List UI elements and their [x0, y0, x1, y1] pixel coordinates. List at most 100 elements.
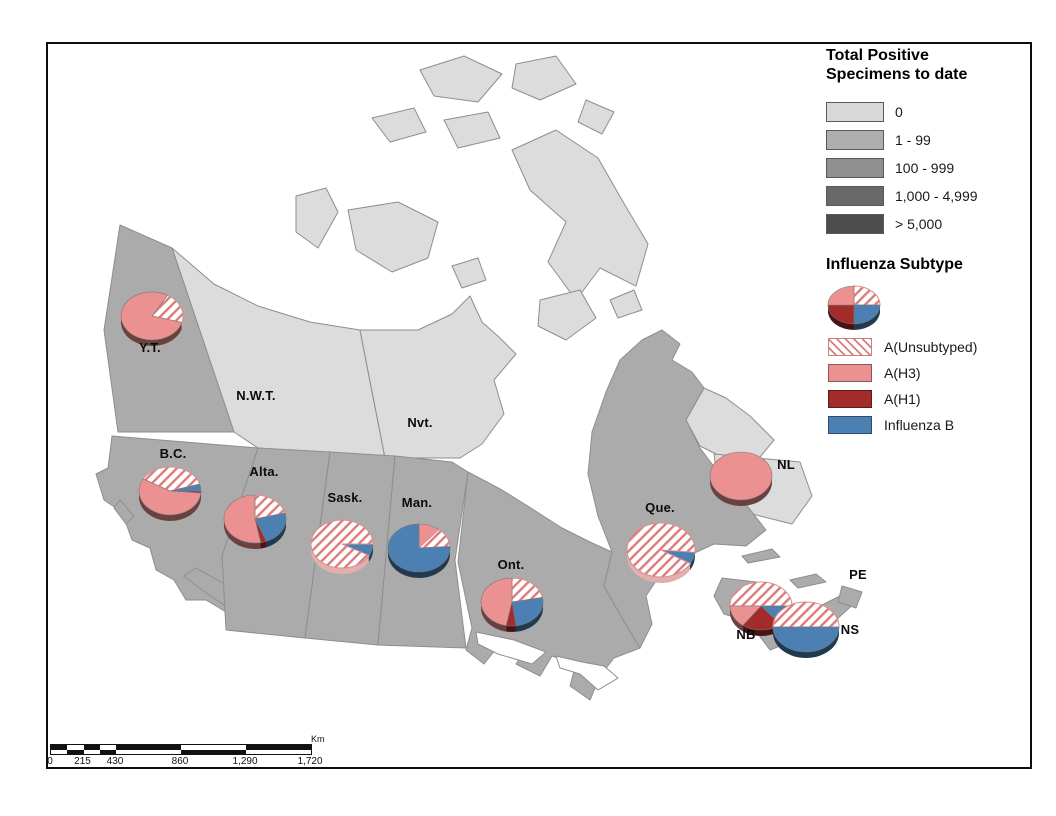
- pie-sask: [310, 519, 374, 575]
- legend-subtype-swatch-unsubtyped: [828, 338, 872, 356]
- pie-bc: [138, 466, 202, 521]
- legend-subtype-row: A(Unsubtyped): [828, 334, 977, 360]
- island-victoria: [347, 201, 439, 273]
- legend-subtype-label: A(H1): [884, 391, 921, 407]
- pie-que: [626, 522, 696, 584]
- island-hudson-strait: [609, 289, 643, 319]
- legend-subtype-row: A(H3): [828, 360, 977, 386]
- legend-class-row: 1,000 - 4,999: [826, 182, 1026, 210]
- legend-sample-pie-slice-unsubtyped: [853, 285, 881, 306]
- scale-bar-segment: [116, 745, 181, 750]
- island-melville: [371, 107, 427, 143]
- pie-yt-slice-h3: [120, 291, 183, 341]
- scale-bar-tick: 430: [106, 756, 124, 767]
- island-anticosti: [741, 548, 781, 564]
- pie-ns-slice-b: [772, 626, 840, 653]
- island-baffin: [511, 129, 649, 301]
- legend-subtype-row: Influenza B: [828, 412, 977, 438]
- scale-bar-tick: 1,290: [232, 756, 258, 767]
- lake-superior: [475, 631, 547, 665]
- scale-bar-segment: [51, 749, 68, 754]
- scale-bar-segment: [83, 749, 100, 754]
- pie-alta-slice-b: [254, 512, 287, 542]
- scale-bar-segment: [246, 745, 311, 750]
- island-haida-gwaii: [113, 499, 135, 525]
- legend-class-label: > 5,000: [895, 216, 943, 232]
- pie-nb-slice-unsubtyped: [729, 581, 793, 607]
- island-axel: [511, 55, 577, 101]
- pie-alta-slice-unsubtyped: [254, 494, 286, 520]
- legend-title-line1: Total Positive: [826, 47, 929, 64]
- legend-class-rows: 0 1 - 99 100 - 999 1,000 - 4,999 > 5,000: [826, 98, 1026, 238]
- island-banks: [295, 187, 339, 249]
- legend-class-swatch-2: [826, 158, 884, 178]
- legend-class-label: 1,000 - 4,999: [895, 188, 978, 204]
- pie-nl-slice-h3: [709, 451, 773, 501]
- legend-sample-pie-slice-h1: [827, 304, 855, 325]
- legend-subtype-swatch-b: [828, 416, 872, 434]
- legend-sample-pie-slice-b: [853, 304, 881, 325]
- lake-huron-erie: [555, 655, 619, 691]
- legend-title-line2: Specimens to date: [826, 66, 968, 83]
- scale-bar-segment: [99, 745, 116, 750]
- pie-bc-slice-h3: [138, 478, 202, 516]
- province-label-que: Que.: [645, 500, 675, 515]
- scale-bar-unit: Km: [311, 734, 325, 744]
- legend-subtype-swatch-h1: [828, 390, 872, 408]
- scale-bar-segment: [67, 749, 84, 754]
- pie-yt-slice-unsubtyped: [151, 294, 184, 324]
- scale-bar-segment: [99, 749, 116, 754]
- legend-subtype-label: A(H3): [884, 365, 921, 381]
- legend-class-row: 1 - 99: [826, 126, 1026, 154]
- land-layer: [95, 55, 863, 701]
- scale-bar-segment: [51, 745, 68, 750]
- legend-subtype-title: Influenza Subtype: [826, 256, 963, 273]
- scale-bar-segment: [67, 745, 84, 750]
- legend-class-label: 1 - 99: [895, 132, 931, 148]
- province-label-ont: Ont.: [497, 557, 525, 572]
- island-bylot: [577, 99, 615, 135]
- province-label-nb: NB: [736, 627, 756, 642]
- province-label-nwt: N.W.T.: [236, 388, 276, 403]
- island-pei: [789, 573, 827, 589]
- legend-class-label: 0: [895, 104, 903, 120]
- legend-subtype-row: A(H1): [828, 386, 977, 412]
- pie-que-slice-unsubtyped: [626, 522, 696, 578]
- pie-nl: [709, 451, 773, 506]
- province-label-nvt: Nvt.: [407, 415, 433, 430]
- scale-bar-segment: [181, 749, 246, 754]
- pie-ont-slice-h3: [480, 577, 513, 626]
- pie-man-slice-b: [387, 523, 451, 573]
- pie-ont: [480, 577, 544, 632]
- scale-bar: [50, 744, 312, 755]
- pie-ns-slice-unsubtyped: [772, 601, 840, 628]
- pie-alta: [223, 494, 287, 549]
- scale-bar-segment: [246, 749, 311, 754]
- legend-subtype-swatch-h3: [828, 364, 872, 382]
- scale-bar-segment: [181, 745, 246, 750]
- province-label-nl: NL: [777, 457, 795, 472]
- pie-ont-slice-b: [511, 597, 544, 627]
- pie-charts-layer: [120, 285, 881, 658]
- legend-class-row: 0: [826, 98, 1026, 126]
- legend-title: Total Positive Specimens to date: [826, 46, 1026, 84]
- legend-total-positive: Total Positive Specimens to date 0 1 - 99…: [826, 46, 1026, 238]
- province-label-bc: B.C.: [159, 446, 187, 461]
- legend-sample-pie: [827, 285, 881, 330]
- legend-subtype-label: Influenza B: [884, 417, 955, 433]
- pie-ns: [772, 601, 840, 658]
- legend-class-label: 100 - 999: [895, 160, 955, 176]
- legend-sample-pie-slice-h3: [827, 285, 855, 306]
- province-label-ns: NS: [840, 622, 860, 637]
- island-devon: [443, 111, 501, 149]
- scale-bar-tick: 860: [171, 756, 189, 767]
- pie-nb-slice-h3: [729, 605, 762, 626]
- legend-class-swatch-1: [826, 130, 884, 150]
- island-ellesmere: [419, 55, 503, 103]
- pie-ont-slice-unsubtyped: [511, 577, 544, 603]
- legend-class-row: > 5,000: [826, 210, 1026, 238]
- province-label-pe: PE: [849, 567, 867, 582]
- scale-bar-tick: 0: [47, 756, 53, 767]
